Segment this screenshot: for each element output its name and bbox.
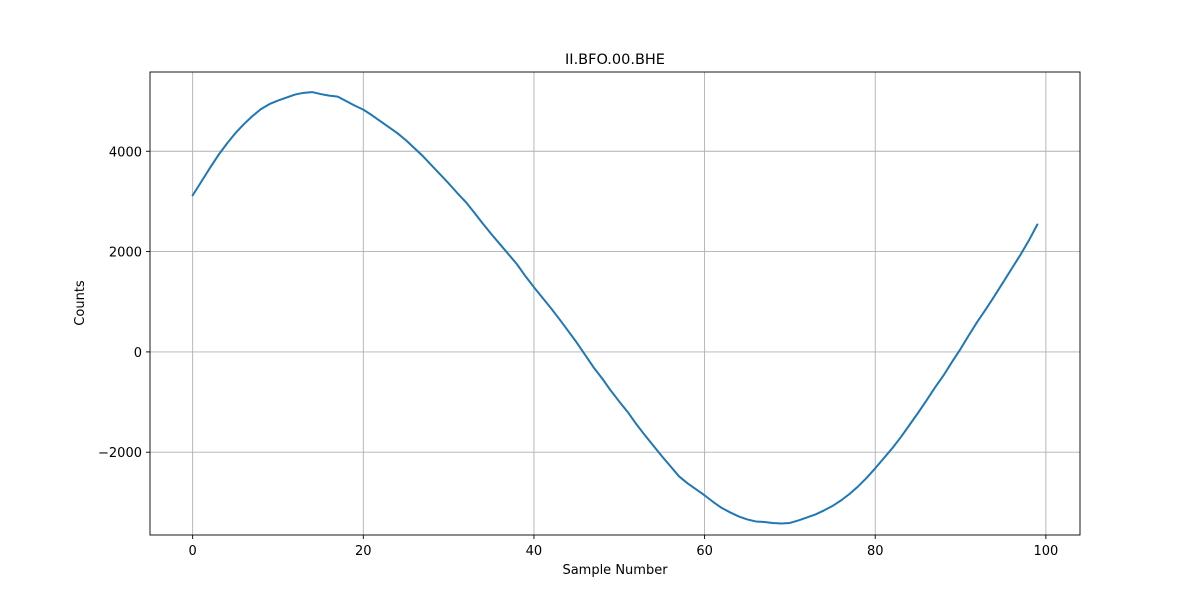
x-tick-label: 60 (696, 544, 713, 559)
y-tick-label: −2000 (98, 446, 142, 461)
x-axis-label: Sample Number (562, 563, 668, 578)
chart-title: II.BFO.00.BHE (565, 52, 665, 68)
y-tick-label: 2000 (109, 246, 142, 261)
x-tick-label: 0 (189, 544, 197, 559)
plot-frame (149, 71, 1081, 536)
series-line (191, 91, 1039, 525)
x-tick-label: 20 (355, 544, 372, 559)
y-axis-label: Counts (73, 280, 88, 326)
tick-layer: 0 20 40 60 80 100 −2000 0 2000 4000 (98, 145, 1058, 559)
y-tick-label: 0 (134, 346, 142, 361)
x-tick-label: 100 (1033, 544, 1058, 559)
series-layer (191, 91, 1039, 525)
grid-layer (150, 72, 1080, 535)
x-tick-label: 40 (526, 544, 543, 559)
y-tick-label: 4000 (109, 145, 142, 160)
x-tick-label: 80 (867, 544, 884, 559)
